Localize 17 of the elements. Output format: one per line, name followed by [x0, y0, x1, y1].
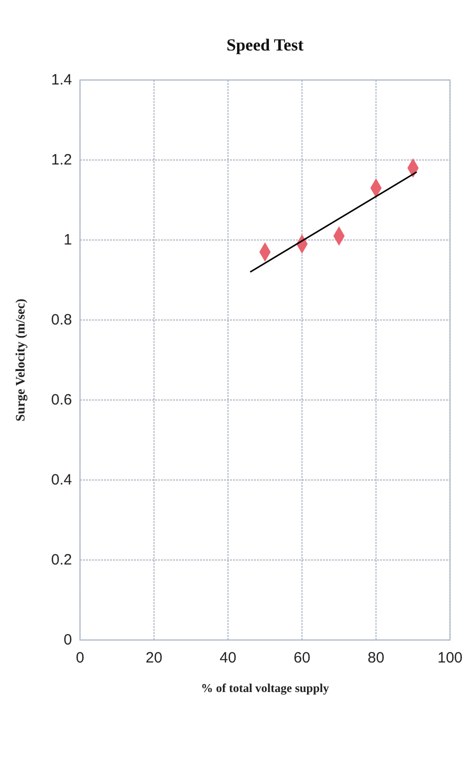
- y-tick-label: 1.2: [51, 152, 72, 168]
- y-tick-label: 1: [64, 232, 72, 248]
- x-tick-label: 80: [368, 650, 384, 666]
- y-tick-label: 0.2: [51, 552, 72, 568]
- y-tick-label: 0.4: [51, 472, 72, 488]
- x-tick-label: 20: [146, 650, 162, 666]
- x-axis-title: % of total voltage supply: [200, 681, 330, 695]
- x-tick-label: 40: [220, 650, 236, 666]
- y-tick-label: 0.6: [51, 392, 72, 408]
- y-tick-label: 0.8: [51, 312, 72, 328]
- chart-title: Speed Test: [226, 36, 304, 54]
- y-axis-title: Surge Velocity (m/sec): [12, 298, 28, 422]
- x-tick-label: 0: [76, 650, 84, 666]
- x-tick-label: 100: [437, 650, 463, 666]
- x-tick-label: 60: [294, 650, 310, 666]
- y-tick-label: 1.4: [51, 72, 72, 88]
- y-tick-label: 0: [64, 632, 72, 648]
